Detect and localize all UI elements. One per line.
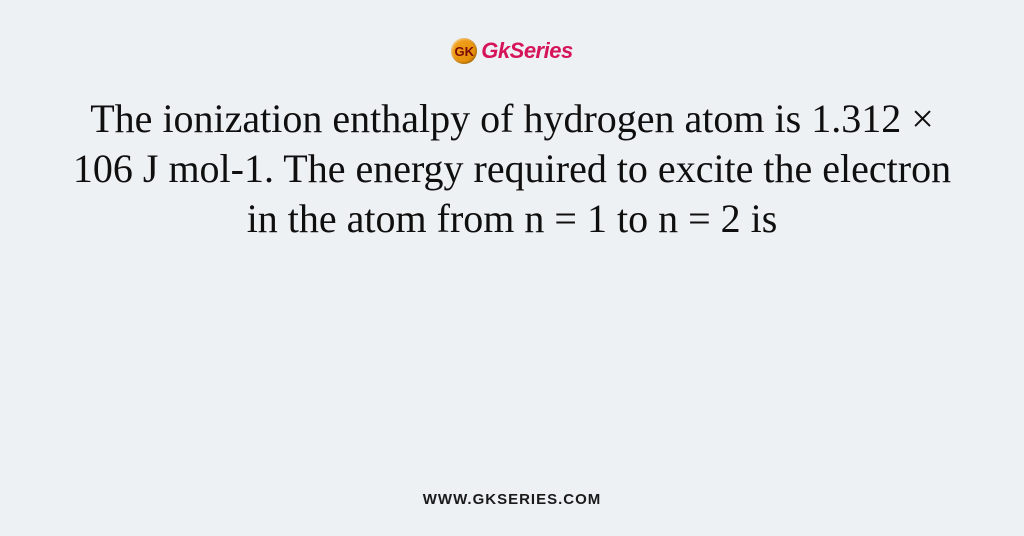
logo-brand-text: GkSeries: [481, 38, 572, 64]
question-heading: The ionization enthalpy of hydrogen atom…: [72, 94, 952, 244]
logo-badge-icon: GK: [451, 38, 477, 64]
footer-url: WWW.GKSERIES.COM: [0, 491, 1024, 508]
logo-badge-text: GK: [455, 44, 475, 59]
brand-logo: GK GkSeries: [451, 38, 572, 64]
